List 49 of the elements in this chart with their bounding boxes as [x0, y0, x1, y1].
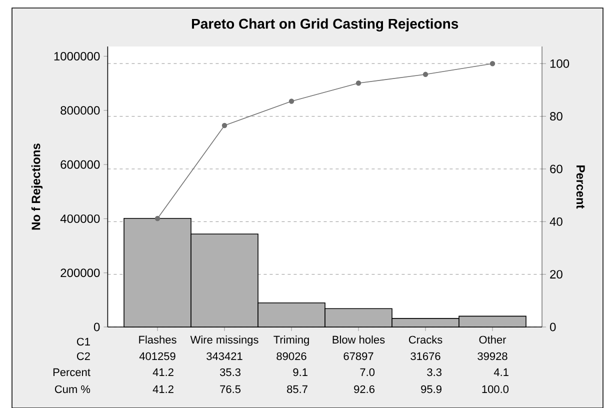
y-axis-title: No f Rejections: [31, 143, 43, 230]
y-tick-label: 1000000: [54, 52, 100, 60]
point: [490, 60, 496, 66]
data-label: 85.7: [287, 385, 308, 393]
x-tick-label: Blow holes: [332, 335, 385, 344]
data-label: 343421: [206, 352, 242, 360]
y2-tick-label: 100: [550, 59, 570, 68]
data-label: 67897: [344, 352, 374, 360]
data-label: 76.5: [220, 385, 240, 393]
data-label: 89026: [276, 352, 306, 360]
text: 9.1: [293, 368, 308, 376]
y2-tick-label: 20: [550, 270, 562, 278]
text: Percent: [53, 368, 90, 376]
data-label: 95.9: [421, 385, 442, 393]
y-tick-label: 400000: [60, 214, 100, 223]
x-tick-label: Wire missings: [190, 335, 258, 346]
text: 41.2: [152, 368, 174, 376]
data-label: 31676: [410, 352, 440, 360]
data-label: 92.6: [354, 385, 374, 393]
point: [222, 122, 228, 128]
chart-title: Pareto Chart on Grid Casting Rejections: [192, 18, 458, 32]
data-label: 100.0: [482, 385, 509, 393]
point: [154, 216, 160, 221]
text: C1: [76, 338, 90, 346]
x-tick-label: Triming: [274, 335, 309, 346]
text: 35.3: [220, 368, 240, 376]
point: [356, 80, 362, 86]
text: 4.1: [494, 368, 508, 376]
y-tick-label: 600000: [60, 160, 100, 169]
point: [422, 72, 428, 77]
y-tick-label: 200000: [60, 268, 100, 277]
y2-tick-label: 40: [550, 217, 562, 226]
text: 7.0: [360, 368, 375, 376]
y2-tick-label: 0: [550, 322, 556, 332]
x-tick-label: Flashes: [139, 335, 176, 344]
text: Cum %: [54, 385, 90, 393]
data-label: 401259: [139, 352, 176, 360]
y2-tick-label: 60: [550, 164, 562, 174]
y-tick-label: 0: [94, 322, 100, 332]
text: 3.3: [427, 368, 442, 376]
data-label: 39928: [478, 352, 508, 360]
data-label: 41.2: [152, 385, 174, 393]
y-tick-label: 800000: [60, 106, 100, 114]
y2-tick-label: 80: [550, 112, 562, 120]
x-tick-label: Other: [479, 335, 506, 344]
text: C2: [76, 352, 90, 360]
x-tick-label: Cracks: [408, 335, 442, 344]
y2-axis-title: Percent: [576, 165, 585, 208]
point: [288, 98, 294, 104]
